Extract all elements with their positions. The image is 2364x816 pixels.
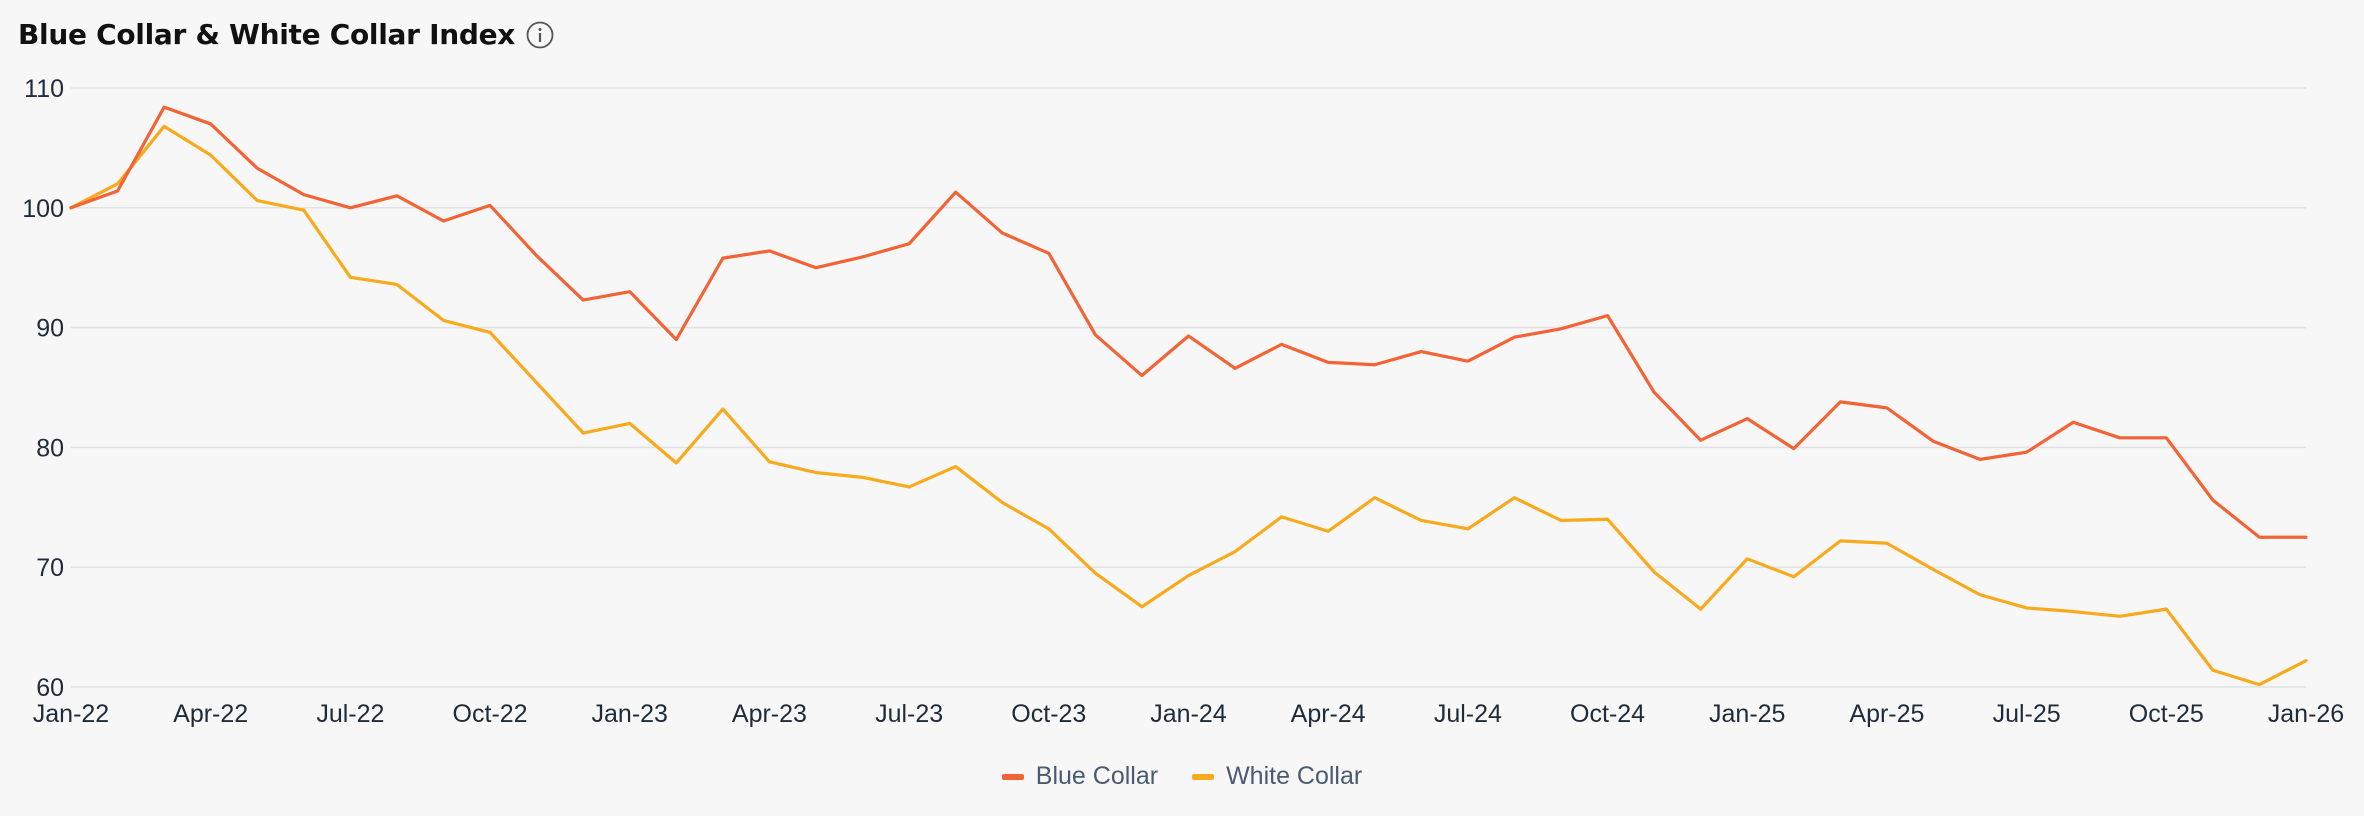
grid-lines [71, 87, 2306, 688]
x-tick-label-oct-24: Oct-24 [1570, 700, 1645, 728]
x-tick-label-jul-22: Jul-22 [316, 700, 384, 728]
x-tick-label-jan-25: Jan-25 [1709, 700, 1785, 728]
y-tick-label-100: 100 [22, 195, 64, 223]
legend: Blue Collar White Collar [0, 762, 2364, 791]
x-tick-label-jan-26: Jan-26 [2268, 700, 2344, 728]
series-lines [69, 105, 2308, 687]
info-circle-icon[interactable] [525, 20, 555, 50]
x-tick-label-oct-22: Oct-22 [453, 700, 528, 728]
x-tick-label-oct-25: Oct-25 [2129, 700, 2204, 728]
x-tick-label-jul-25: Jul-25 [1993, 700, 2061, 728]
series-line-blue-collar[interactable] [69, 105, 2308, 539]
legend-swatch-blue-collar [1001, 773, 1024, 780]
x-axis: Jan-22 Apr-22 Jul-22 Oct-22 Jan-23 Apr-23 Jul-… [33, 700, 2344, 728]
legend-label-blue-collar: Blue Collar [1035, 762, 1159, 790]
x-tick-label-oct-23: Oct-23 [1011, 700, 1086, 728]
chart-header: Blue Collar & White Collar Index [18, 18, 555, 51]
y-tick-label-80: 80 [36, 434, 64, 462]
legend-item-blue-collar[interactable]: Blue Collar [1001, 762, 1159, 791]
series-line-white-collar[interactable] [69, 124, 2308, 687]
x-tick-label-jan-23: Jan-23 [592, 700, 668, 728]
chart-title: Blue Collar & White Collar Index [18, 18, 516, 51]
y-tick-label-70: 70 [36, 554, 64, 582]
y-tick-label-110: 110 [24, 75, 64, 103]
y-tick-label-90: 90 [36, 315, 64, 343]
x-tick-label-jan-24: Jan-24 [1150, 700, 1227, 728]
x-tick-label-jan-22: Jan-22 [33, 700, 109, 728]
x-tick-label-apr-22: Apr-22 [173, 700, 248, 728]
x-tick-label-jul-23: Jul-23 [875, 700, 943, 728]
x-tick-label-apr-24: Apr-24 [1291, 700, 1366, 728]
x-tick-label-apr-23: Apr-23 [732, 700, 807, 728]
y-tick-label-60: 60 [36, 674, 64, 702]
legend-swatch-white-collar [1192, 773, 1215, 780]
x-tick-label-apr-25: Apr-25 [1849, 700, 1924, 728]
y-axis: 60 70 80 90 100 110 [22, 75, 64, 702]
x-tick-label-jul-24: Jul-24 [1434, 700, 1502, 728]
legend-label-white-collar: White Collar [1226, 762, 1363, 790]
legend-item-white-collar[interactable]: White Collar [1192, 762, 1362, 791]
